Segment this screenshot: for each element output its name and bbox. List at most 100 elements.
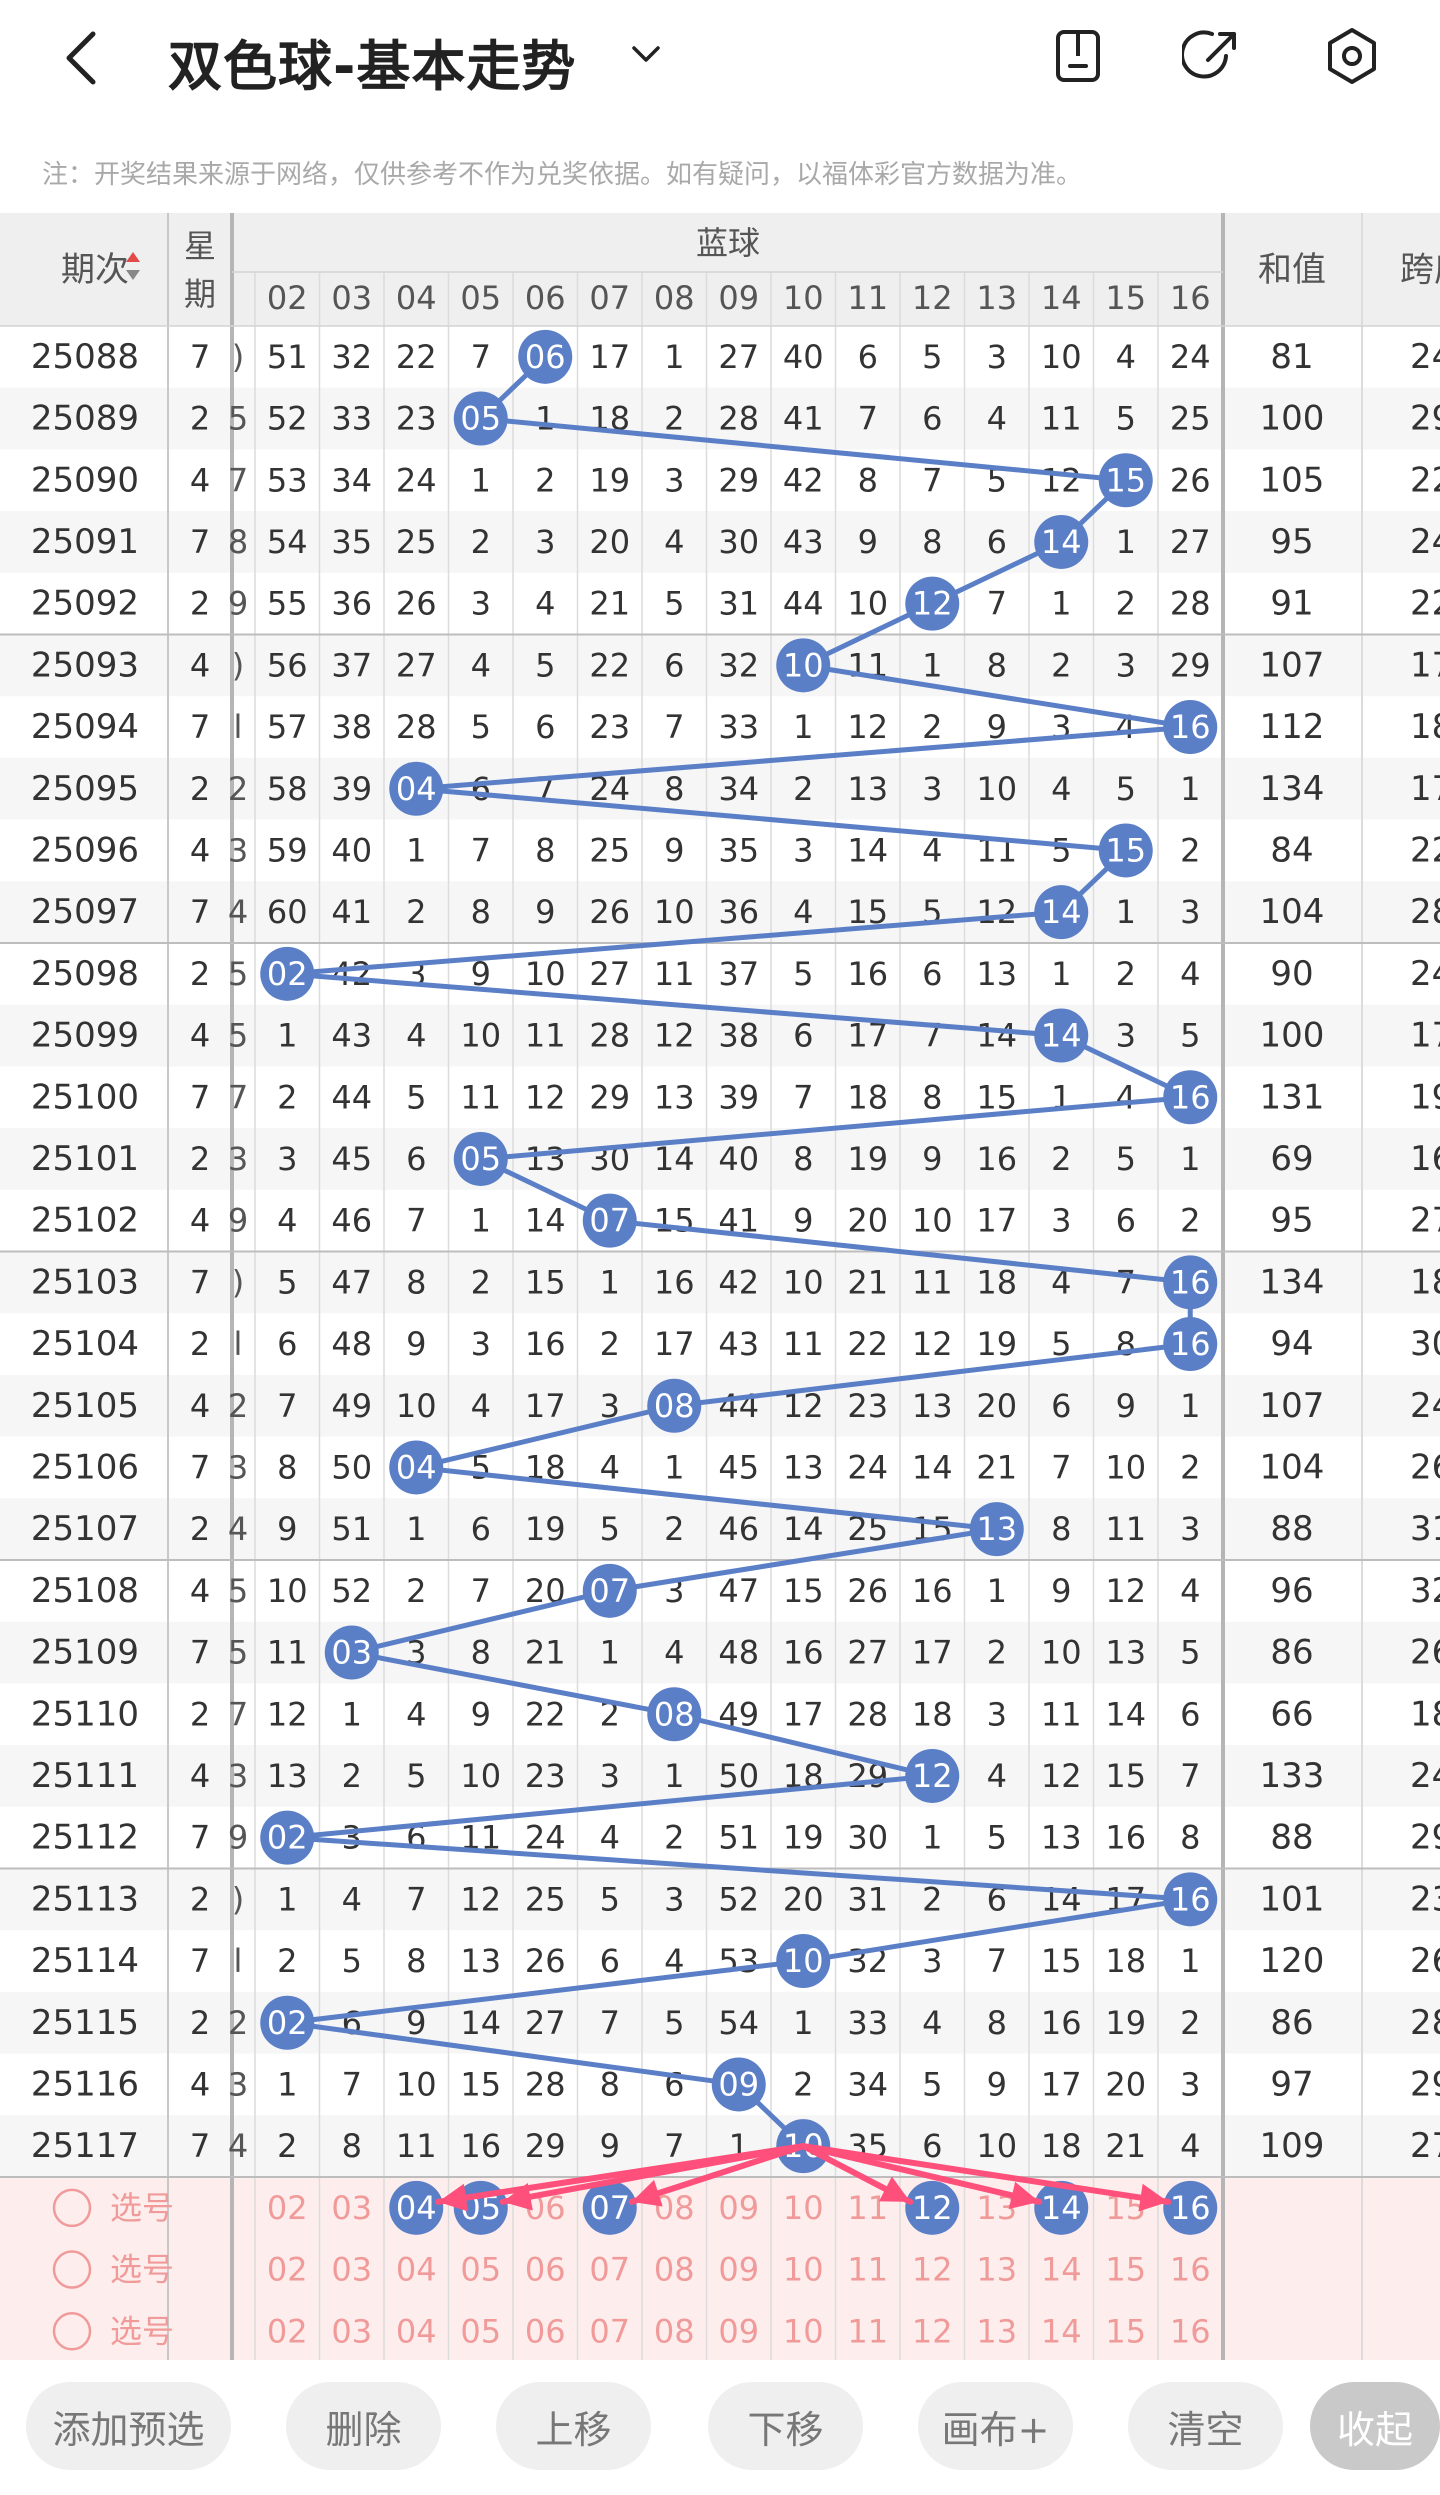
miss-cell: 1 — [277, 1880, 297, 1918]
miss-cell: 3 — [277, 1140, 297, 1178]
partial-cell: l — [234, 1942, 243, 1980]
miss-cell: 9 — [406, 2004, 426, 2042]
move-down-button[interactable]: 下移 — [708, 2382, 863, 2470]
trend-chart[interactable]: 期次星期蓝球020304050607080910111213141516和值跨度… — [0, 213, 1440, 2360]
blue-number-header: 14 — [1041, 279, 1082, 317]
settings-icon[interactable] — [1322, 26, 1382, 86]
collapse-button[interactable]: 收起 — [1310, 2382, 1440, 2470]
issue-cell: 25095 — [31, 769, 139, 809]
miss-cell: 3 — [987, 338, 1007, 376]
miss-cell: 22 — [847, 1325, 888, 1363]
week-cell: 4 — [190, 1387, 210, 1425]
select-label: 选号 — [110, 2189, 174, 2227]
miss-cell: 6 — [471, 770, 491, 808]
miss-cell: 4 — [1116, 338, 1136, 376]
chevron-down-icon[interactable] — [628, 36, 664, 72]
miss-cell: 7 — [987, 1942, 1007, 1980]
week-cell: 2 — [190, 1140, 210, 1178]
miss-cell: 7 — [471, 1572, 491, 1610]
miss-cell: 29 — [525, 2127, 566, 2165]
sort-down-icon[interactable] — [126, 270, 140, 280]
row-bg — [0, 881, 1440, 943]
blue-ball — [1163, 1872, 1218, 1927]
move-up-button[interactable]: 上移 — [496, 2382, 651, 2470]
miss-cell: 15 — [460, 2065, 501, 2103]
sum-cell: 95 — [1270, 1201, 1313, 1241]
select-number: 07 — [589, 2312, 630, 2350]
issue-cell: 25091 — [31, 522, 139, 562]
miss-cell: 32 — [718, 646, 759, 684]
miss-cell: 28 — [589, 1017, 630, 1055]
miss-cell: 11 — [525, 1017, 566, 1055]
miss-cell: 5 — [1180, 1017, 1200, 1055]
blue-ball — [969, 1502, 1024, 1557]
miss-cell: 44 — [331, 1078, 372, 1116]
blue-ball — [389, 1440, 444, 1495]
miss-cell: 5 — [664, 585, 684, 623]
prediction-ball[interactable] — [905, 2180, 960, 2235]
miss-cell: 7 — [793, 1078, 813, 1116]
select-radio[interactable] — [52, 2312, 92, 2351]
miss-cell: 15 — [1041, 1942, 1082, 1980]
sum-cell: 94 — [1270, 1324, 1313, 1364]
miss-cell: 4 — [987, 400, 1007, 438]
chevron-left-icon[interactable] — [55, 28, 115, 88]
mobile-layout-icon[interactable] — [1048, 26, 1108, 86]
row-bg — [0, 2115, 1440, 2177]
prediction-ball[interactable] — [389, 2180, 444, 2235]
miss-cell: 3 — [922, 1942, 942, 1980]
prediction-ball-number: 12 — [912, 2189, 953, 2227]
issue-cell: 25108 — [31, 1571, 139, 1611]
miss-cell: 1 — [342, 1695, 362, 1733]
blue-ball-number: 04 — [396, 770, 437, 808]
blue-ball-number: 10 — [783, 1942, 824, 1980]
select-radio[interactable] — [52, 2188, 92, 2228]
miss-cell: 8 — [664, 770, 684, 808]
miss-cell: 21 — [1105, 2127, 1146, 2165]
prediction-ball[interactable] — [582, 2180, 637, 2235]
miss-cell: 12 — [654, 1017, 695, 1055]
miss-cell: 4 — [600, 1819, 620, 1857]
share-icon[interactable] — [1182, 26, 1242, 86]
miss-cell: 37 — [331, 646, 372, 684]
miss-cell: 60 — [267, 893, 308, 931]
miss-cell: 25 — [525, 1880, 566, 1918]
canvas-plus-button[interactable]: 画布+ — [918, 2382, 1073, 2470]
sort-up-icon[interactable] — [126, 252, 140, 262]
blue-number-header: 03 — [331, 279, 372, 317]
select-number: 10 — [783, 2251, 824, 2289]
partial-cell: 4 — [228, 2127, 248, 2165]
miss-cell: 19 — [525, 1510, 566, 1548]
miss-cell: 3 — [1180, 2065, 1200, 2103]
miss-cell: 8 — [600, 2065, 620, 2103]
add-preselect-button[interactable]: 添加预选 — [26, 2382, 231, 2470]
select-number: 15 — [1105, 2251, 1146, 2289]
blue-ball-number: 16 — [1170, 708, 1211, 746]
miss-cell: 7 — [471, 831, 491, 869]
sum-cell: 104 — [1260, 892, 1325, 932]
span-cell: 18 — [1410, 1262, 1440, 1302]
clear-button[interactable]: 清空 — [1128, 2382, 1283, 2470]
miss-cell: 10 — [1041, 1634, 1082, 1672]
miss-cell: 19 — [976, 1325, 1017, 1363]
span-cell: 24 — [1410, 337, 1440, 377]
miss-cell: 24 — [847, 1448, 888, 1486]
miss-cell: 6 — [987, 523, 1007, 561]
prediction-ball[interactable] — [1163, 2180, 1218, 2235]
arrow-head — [438, 2183, 469, 2212]
miss-cell: 28 — [1170, 585, 1211, 623]
prediction-ball[interactable] — [1034, 2180, 1089, 2235]
miss-cell: 10 — [976, 770, 1017, 808]
miss-cell: 28 — [718, 400, 759, 438]
select-number: 05 — [460, 2312, 501, 2350]
miss-cell: 17 — [783, 1695, 824, 1733]
issue-cell: 25101 — [31, 1139, 139, 1179]
miss-cell: 11 — [460, 1078, 501, 1116]
select-radio[interactable] — [52, 2250, 92, 2289]
miss-cell: 23 — [847, 1387, 888, 1425]
issue-cell: 25107 — [31, 1509, 139, 1549]
col-week-header: 星 — [184, 227, 216, 265]
delete-button[interactable]: 删除 — [286, 2382, 441, 2470]
partial-cell: 3 — [228, 831, 248, 869]
page-title[interactable]: 双色球-基本走势 — [168, 35, 577, 98]
